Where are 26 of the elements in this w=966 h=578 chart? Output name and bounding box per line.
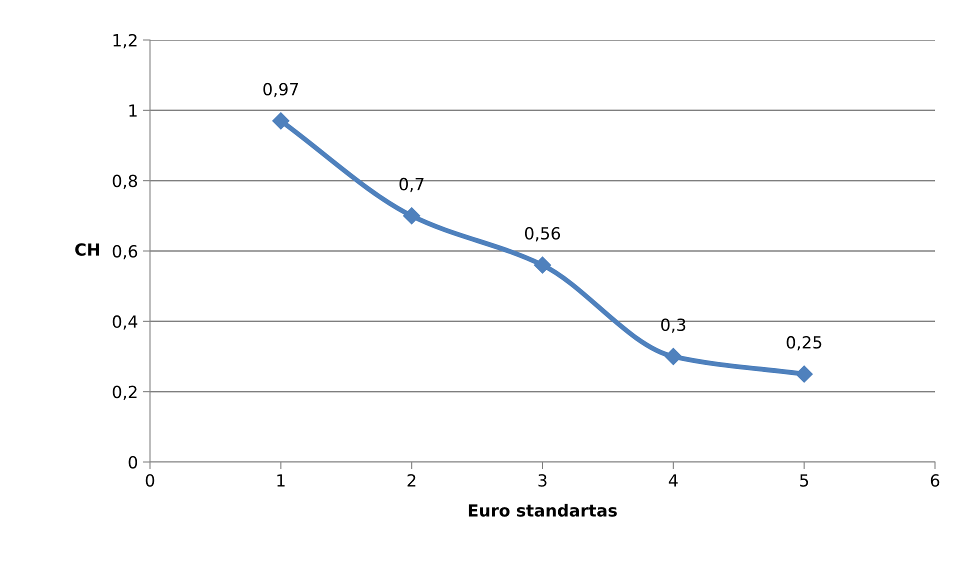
y-tick-label: 1,2 [114, 34, 137, 48]
data-label: 0,56 [525, 227, 560, 242]
x-axis-title: Euro standartas [468, 504, 617, 517]
point [403, 207, 420, 224]
y-axis-title: CH [75, 243, 100, 256]
y-tick-label: 0,4 [112, 315, 138, 330]
y-tick-label: 0 [128, 456, 138, 469]
x-tick-label: 5 [800, 474, 808, 487]
data-label: 0,7 [400, 178, 424, 192]
y-tick-label: 1 [129, 104, 137, 117]
data-label: 0,25 [786, 336, 822, 350]
data-label: 0,3 [661, 318, 686, 333]
x-tick-label: 2 [408, 474, 416, 486]
point [796, 366, 813, 383]
point [272, 112, 290, 130]
x-tick-label: 6 [930, 474, 940, 487]
y-tick-label: 0,8 [112, 174, 138, 189]
y-tick-label: 0,2 [112, 386, 137, 400]
data-label: 0,97 [263, 82, 298, 98]
x-tick-label: 4 [668, 474, 678, 486]
y-tick-label: 0,6 [112, 244, 138, 260]
point [534, 256, 552, 274]
point [664, 348, 682, 366]
x-tick-label: 1 [277, 474, 285, 486]
x-tick-label: 0 [146, 474, 154, 487]
x-tick-label: 3 [538, 474, 546, 487]
